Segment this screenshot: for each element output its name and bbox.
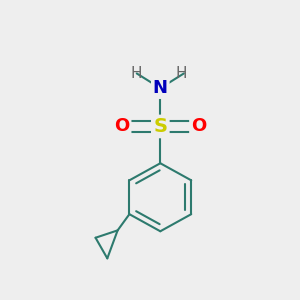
Text: H: H [175,66,187,81]
Text: O: O [114,117,130,135]
Text: H: H [131,66,142,81]
Text: O: O [191,117,206,135]
Text: N: N [153,79,168,97]
Text: S: S [153,117,167,136]
